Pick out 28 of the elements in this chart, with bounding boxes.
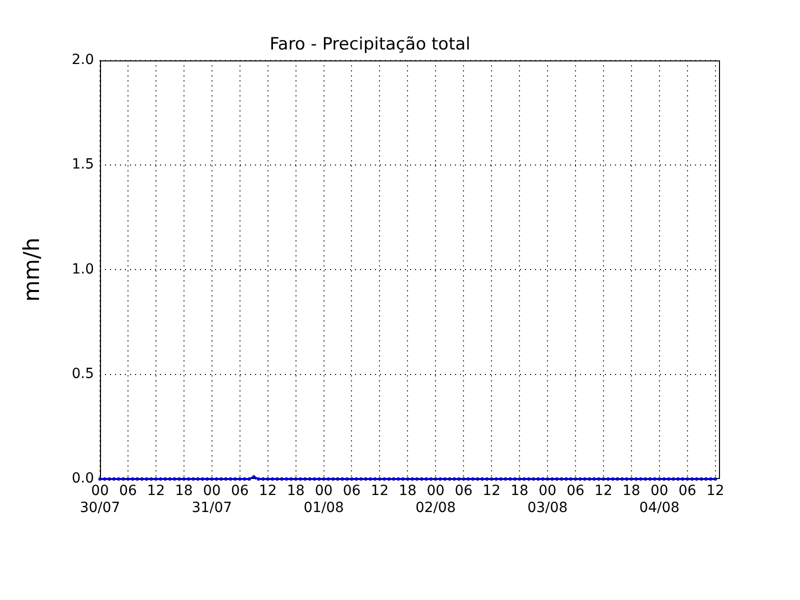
chart-title: Faro - Precipitação total bbox=[270, 34, 470, 55]
x-tick-label: 06 bbox=[566, 483, 584, 500]
x-tick-label: 12 bbox=[706, 483, 724, 500]
x-tick-label: 00 31/07 bbox=[192, 483, 232, 516]
y-tick-label: 0.5 bbox=[72, 366, 94, 382]
x-tick-label: 12 bbox=[482, 483, 500, 500]
y-tick-label: 1.5 bbox=[72, 156, 94, 173]
x-tick-label: 00 04/08 bbox=[639, 483, 680, 516]
x-tick-label: 00 03/08 bbox=[527, 483, 568, 516]
x-tick-label: 18 bbox=[286, 483, 305, 500]
x-tick-label: 06 bbox=[230, 483, 249, 500]
x-tick-label: 12 bbox=[370, 483, 389, 500]
y-axis-title: mm/h bbox=[20, 238, 45, 302]
x-tick-label: 12 bbox=[594, 483, 612, 500]
x-tick-label: 18 bbox=[398, 483, 417, 500]
x-tick-label: 00 01/08 bbox=[304, 483, 344, 516]
x-tick-label: 12 bbox=[147, 483, 165, 500]
x-tick-label: 12 bbox=[258, 483, 277, 500]
x-tick-label: 06 bbox=[454, 483, 473, 500]
x-tick-label: 06 bbox=[119, 483, 137, 500]
x-tick-label: 06 bbox=[678, 483, 696, 500]
x-tick-label: 18 bbox=[510, 483, 528, 500]
x-tick-label: 00 02/08 bbox=[415, 483, 456, 516]
y-tick-label: 2.0 bbox=[72, 52, 94, 68]
x-tick-label: 18 bbox=[622, 483, 640, 500]
y-tick-label: 1.0 bbox=[72, 261, 94, 278]
x-tick-label: 18 bbox=[174, 483, 193, 500]
x-tick-label: 06 bbox=[342, 483, 361, 500]
